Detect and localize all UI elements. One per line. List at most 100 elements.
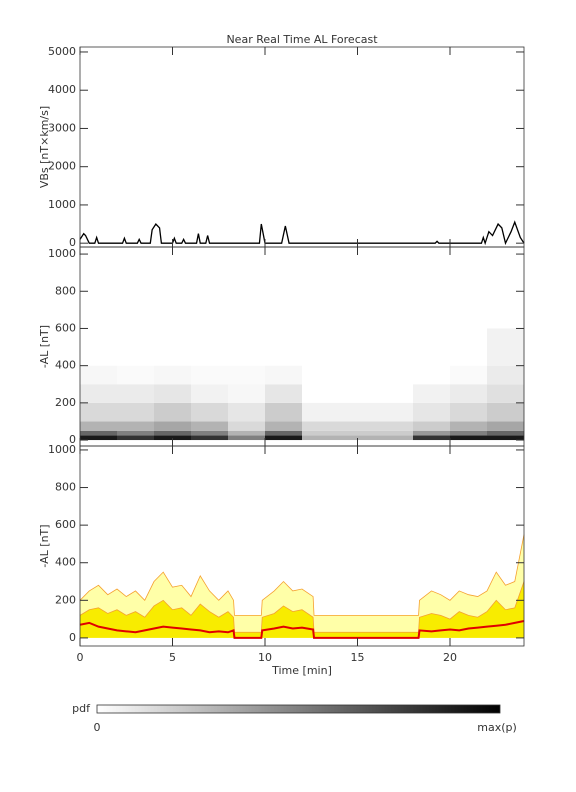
pdf-cell xyxy=(228,384,265,403)
pdf-cell xyxy=(450,402,487,422)
pdf-cell xyxy=(228,435,265,441)
pdf-cell xyxy=(302,430,339,436)
band-fill xyxy=(80,534,524,638)
y-tick-label: 600 xyxy=(55,321,76,334)
pdf-cell xyxy=(339,328,376,366)
x-tick-label: 20 xyxy=(443,651,457,664)
x-axis-label: Time [min] xyxy=(271,664,332,677)
y-tick-label: 400 xyxy=(55,359,76,372)
pdf-cell xyxy=(339,421,376,431)
pdf-cell xyxy=(154,328,191,366)
pdf-cell xyxy=(376,365,413,385)
pdf-cell xyxy=(154,384,191,403)
pdf-cell xyxy=(228,365,265,385)
pdf-cell xyxy=(80,435,117,441)
x-tick-label: 0 xyxy=(77,651,84,664)
y-tick-label: 4000 xyxy=(48,83,76,96)
pdf-cell xyxy=(80,402,117,422)
pdf-cell xyxy=(191,384,228,403)
pdf-cell xyxy=(487,421,524,431)
y-tick-label: 800 xyxy=(55,284,76,297)
colorbar-min: 0 xyxy=(94,721,101,734)
pdf-cell xyxy=(80,365,117,385)
pdf-cell xyxy=(117,430,154,436)
pdf-cell xyxy=(80,328,117,366)
pdf-cell xyxy=(450,421,487,431)
pdf-cell xyxy=(117,384,154,403)
plot-frame xyxy=(79,46,525,248)
pdf-cell xyxy=(302,402,339,422)
pdf-cell xyxy=(376,328,413,366)
pdf-cell xyxy=(302,328,339,366)
y-axis-label: VBs [nT×km/s] xyxy=(38,106,51,188)
pdf-cell xyxy=(80,384,117,403)
pdf-cell xyxy=(265,402,302,422)
pdf-cell xyxy=(413,435,450,441)
pdf-cell xyxy=(191,328,228,366)
pdf-cell xyxy=(265,384,302,403)
y-tick-label: 200 xyxy=(55,396,76,409)
pdf-cell xyxy=(265,430,302,436)
pdf-cell xyxy=(80,421,117,431)
pdf-cell xyxy=(154,365,191,385)
pdf-cell xyxy=(154,402,191,422)
colorbar-label: pdf xyxy=(72,702,91,715)
pdf-cell xyxy=(339,365,376,385)
pdf-cell xyxy=(302,384,339,403)
y-tick-label: 1000 xyxy=(48,443,76,456)
y-axis-label: -AL [nT] xyxy=(38,524,51,567)
pdf-cell xyxy=(191,435,228,441)
colorbar-max: max(p) xyxy=(477,721,517,734)
y-tick-label: 0 xyxy=(69,236,76,249)
pdf-cell xyxy=(376,384,413,403)
pdf-cell xyxy=(376,421,413,431)
pdf-cell xyxy=(487,430,524,436)
pdf-cell xyxy=(191,402,228,422)
pdf-cell xyxy=(228,328,265,366)
pdf-cell xyxy=(302,365,339,385)
pdf-cell xyxy=(80,430,117,436)
pdf-cell xyxy=(117,328,154,366)
pdf-cell xyxy=(413,384,450,403)
colorbar xyxy=(96,704,501,714)
pdf-cell xyxy=(413,365,450,385)
data-line xyxy=(79,220,525,246)
pdf-cell xyxy=(450,328,487,366)
pdf-cell xyxy=(376,435,413,441)
pdf-cell xyxy=(487,384,524,403)
pdf-cell xyxy=(487,328,524,366)
pdf-cell xyxy=(154,430,191,436)
pdf-cell xyxy=(117,435,154,441)
pdf-cell xyxy=(228,430,265,436)
y-tick-label: 200 xyxy=(55,593,76,606)
pdf-cell xyxy=(413,402,450,422)
pdf-cell xyxy=(191,365,228,385)
x-tick-label: 10 xyxy=(258,651,272,664)
pdf-cell xyxy=(413,328,450,366)
pdf-cell xyxy=(487,365,524,385)
pdf-cell xyxy=(450,365,487,385)
pdf-cell xyxy=(117,402,154,422)
chart-title: Near Real Time AL Forecast xyxy=(226,33,378,46)
pdf-cell xyxy=(450,435,487,441)
band-edge xyxy=(79,534,525,616)
pdf-cell xyxy=(154,435,191,441)
pdf-cell xyxy=(228,421,265,431)
y-tick-label: 0 xyxy=(69,433,76,446)
pdf-cell xyxy=(376,430,413,436)
y-tick-label: 1000 xyxy=(48,198,76,211)
pdf-cell xyxy=(450,384,487,403)
y-tick-label: 800 xyxy=(55,481,76,494)
y-tick-label: 0 xyxy=(69,631,76,644)
x-tick-label: 15 xyxy=(351,651,365,664)
pdf-cell xyxy=(302,435,339,441)
pdf-cell xyxy=(117,365,154,385)
x-tick-label: 5 xyxy=(169,651,176,664)
median-line xyxy=(79,620,525,639)
pdf-cell xyxy=(339,435,376,441)
pdf-cell xyxy=(265,365,302,385)
y-tick-label: 1000 xyxy=(48,247,76,260)
plot-frame xyxy=(79,445,525,647)
pdf-cell xyxy=(376,402,413,422)
